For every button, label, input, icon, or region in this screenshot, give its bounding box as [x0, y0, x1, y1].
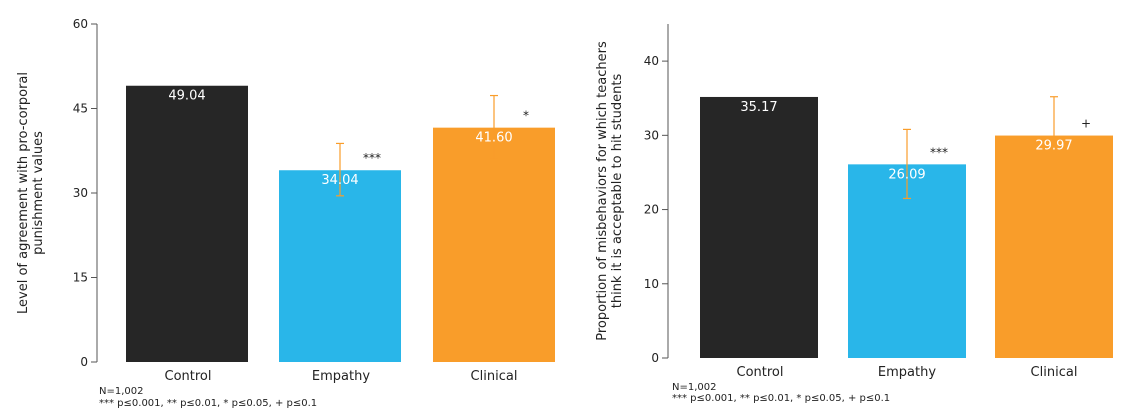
x-category-label-control: Control — [165, 369, 212, 384]
x-category-label-clinical: Clinical — [1031, 365, 1078, 380]
bar-control — [126, 85, 248, 362]
y-axis-label-line: Proportion of misbehaviors for which tea… — [595, 41, 610, 341]
y-axis-label: Level of agreement with pro-corporalpuni… — [16, 72, 46, 314]
value-label-clinical: 29.97 — [1035, 139, 1072, 154]
y-tick-label: 0 — [80, 355, 88, 369]
value-label-control: 35.17 — [740, 100, 777, 115]
value-label-empathy: 26.09 — [888, 167, 925, 182]
bar-control — [700, 96, 818, 358]
y-tick-label: 0 — [651, 351, 659, 365]
value-label-control: 49.04 — [168, 89, 205, 104]
x-category-label-clinical: Clinical — [471, 369, 518, 384]
y-axis-label-line: Level of agreement with pro-corporal — [16, 72, 31, 314]
value-label-clinical: 41.60 — [475, 131, 512, 146]
bar-clinical — [433, 127, 555, 362]
chart-misbehaviors-proportion: 0 10 20 30 40 Proportion of misbehaviors for … — [595, 24, 1113, 404]
y-tick-label: 45 — [73, 102, 88, 116]
y-tick-label: 60 — [73, 17, 88, 31]
y-tick-label: 15 — [73, 271, 88, 285]
y-tick-label: 30 — [73, 186, 88, 200]
y-tick-label: 10 — [644, 277, 659, 291]
bar-empathy — [279, 170, 401, 362]
y-axis-label-line: think it is acceptable to hit students — [610, 74, 625, 309]
significance-marker-clinical: * — [523, 109, 529, 123]
sample-size-note: N=1,002 — [99, 386, 144, 397]
significance-legend-note: *** p≤0.001, ** p≤0.01, * p≤0.05, + p≤0.… — [672, 393, 890, 404]
significance-marker-empathy: *** — [363, 151, 381, 165]
x-category-label-empathy: Empathy — [878, 365, 936, 380]
significance-marker-empathy: *** — [930, 145, 948, 159]
chart-corporal-punishment-agreement: 0 15 30 45 60 Level of agreement with pro-cor… — [16, 17, 555, 409]
y-tick-label: 30 — [644, 128, 659, 142]
y-tick-label: 40 — [644, 54, 659, 68]
value-label-empathy: 34.04 — [321, 173, 358, 188]
sample-size-note: N=1,002 — [672, 382, 717, 393]
x-category-label-control: Control — [737, 365, 784, 380]
significance-legend-note: *** p≤0.001, ** p≤0.01, * p≤0.05, + p≤0.… — [99, 398, 317, 409]
y-axis-label: Proportion of misbehaviors for which tea… — [595, 41, 625, 341]
significance-marker-clinical: + — [1081, 117, 1091, 131]
y-axis-label-line: punishment values — [31, 131, 46, 255]
y-tick-label: 20 — [644, 203, 659, 217]
x-category-label-empathy: Empathy — [312, 369, 370, 384]
